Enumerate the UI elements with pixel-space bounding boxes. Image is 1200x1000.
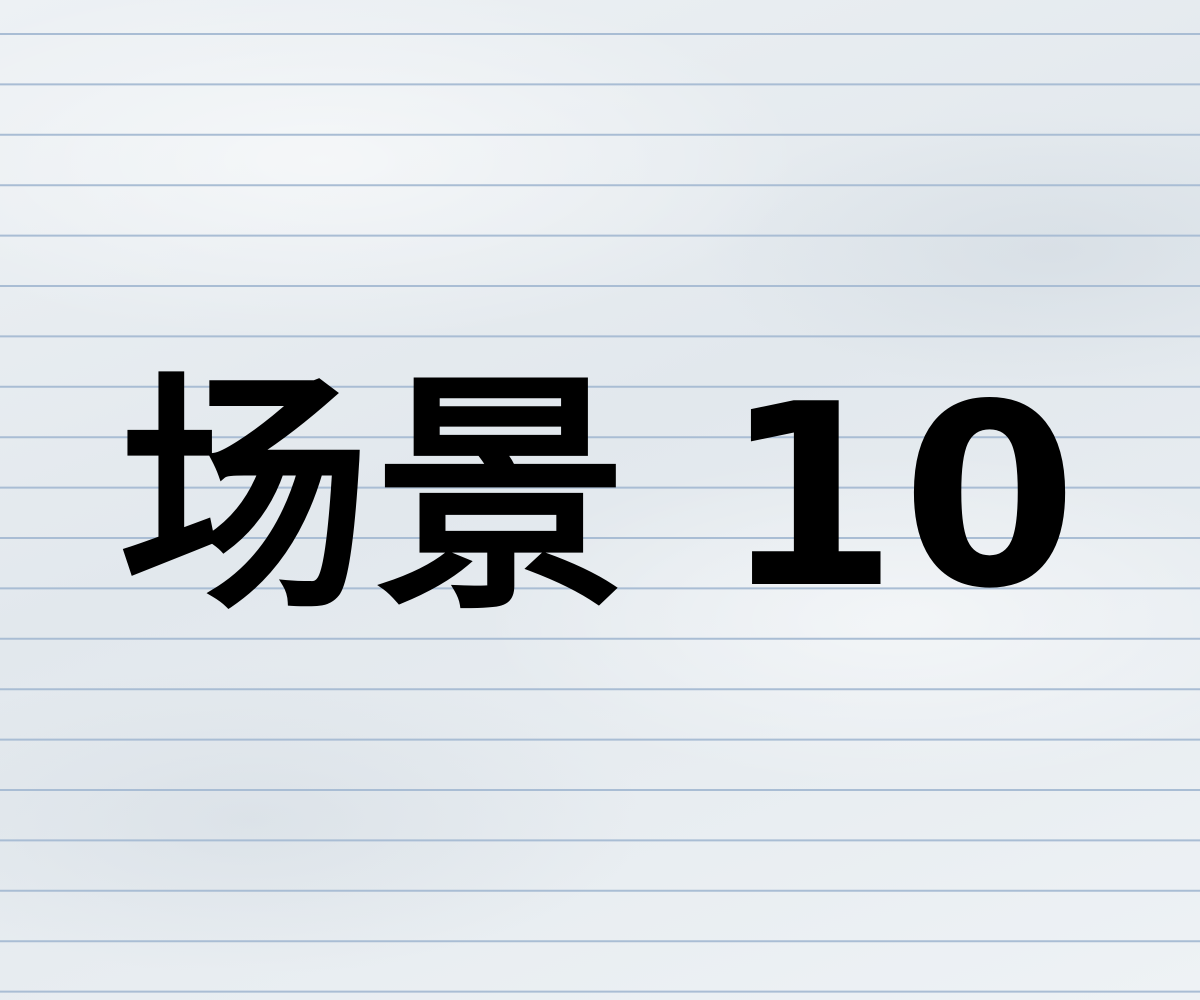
scene-title: 场景 10 (118, 351, 1082, 644)
